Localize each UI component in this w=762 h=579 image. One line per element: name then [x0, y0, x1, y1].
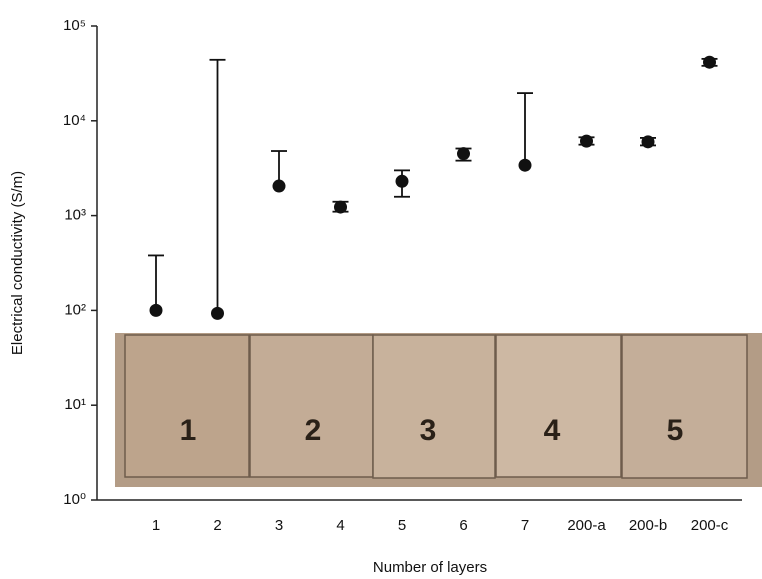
- slide: [495, 334, 622, 478]
- x-tick-label: 200-a: [567, 517, 606, 534]
- x-tick-label: 1: [152, 517, 160, 534]
- x-tick-label: 200-c: [691, 517, 729, 534]
- data-point: [149, 303, 163, 317]
- slide: [621, 334, 748, 479]
- data-point: [272, 179, 286, 193]
- data-point: [457, 147, 470, 161]
- x-tick-label: 6: [459, 517, 467, 534]
- slide-label: 2: [305, 414, 322, 447]
- data-point: [641, 135, 655, 149]
- x-axis-title: Number of layers: [373, 559, 487, 576]
- data-point: [395, 174, 409, 188]
- x-tick-label: 3: [275, 517, 283, 534]
- x-tick-label: 7: [521, 517, 529, 534]
- slide-label: 1: [180, 414, 197, 447]
- data-point: [580, 134, 593, 148]
- x-tick-label: 200-b: [629, 517, 667, 534]
- x-tick-label: 2: [213, 517, 221, 534]
- slide-label: 5: [667, 414, 684, 447]
- y-tick-label: 10³: [64, 207, 86, 224]
- slide: [372, 334, 496, 479]
- data-point: [334, 200, 347, 214]
- y-tick-label: 10¹: [64, 396, 86, 413]
- x-tick-label: 4: [336, 517, 344, 534]
- y-tick-label: 10²: [64, 301, 86, 318]
- slide-label: 4: [544, 414, 561, 447]
- data-point: [518, 158, 532, 172]
- slide: [249, 334, 374, 478]
- photo-inset: 1 2 3 4 5: [115, 333, 762, 487]
- y-tick-label: 10⁴: [63, 112, 86, 129]
- x-tick-label: 5: [398, 517, 406, 534]
- data-point: [211, 306, 224, 320]
- slide-label: 3: [420, 414, 437, 447]
- slide: [124, 334, 250, 478]
- y-tick-label: 10⁵: [63, 17, 86, 34]
- data-point: [703, 55, 716, 69]
- y-tick-label: 10⁰: [63, 491, 86, 508]
- y-axis-title: Electrical conductivity (S/m): [9, 171, 26, 355]
